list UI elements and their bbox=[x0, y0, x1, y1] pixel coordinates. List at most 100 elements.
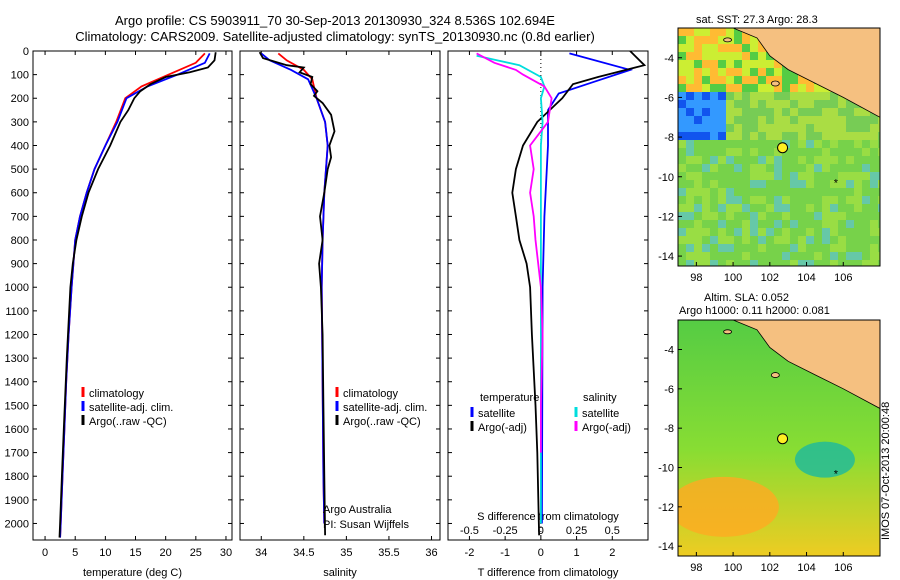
sla-low-anomaly bbox=[794, 441, 855, 478]
sst-cell bbox=[758, 156, 766, 164]
sst-cell bbox=[798, 164, 806, 172]
sst-cell bbox=[862, 228, 870, 236]
sst-cell bbox=[870, 236, 878, 244]
sst-cell bbox=[718, 228, 726, 236]
sst-cell bbox=[798, 236, 806, 244]
sst-cell bbox=[686, 60, 694, 68]
sst-cell bbox=[734, 84, 742, 92]
sst-cell bbox=[854, 164, 862, 172]
sst-cell bbox=[878, 124, 880, 132]
sst-cell bbox=[726, 132, 734, 140]
sst-cell bbox=[742, 180, 750, 188]
sst-cell bbox=[686, 68, 694, 76]
sst-cell bbox=[782, 100, 790, 108]
sst-cell bbox=[726, 44, 734, 52]
map-ytick-label: -8 bbox=[664, 423, 674, 435]
sst-cell bbox=[734, 44, 742, 52]
sst-cell bbox=[750, 180, 758, 188]
sst-cell bbox=[838, 244, 846, 252]
sst-cell bbox=[782, 236, 790, 244]
sst-cell bbox=[678, 220, 686, 228]
sst-cell bbox=[686, 164, 694, 172]
sst-cell bbox=[686, 108, 694, 116]
sst-cell bbox=[790, 260, 798, 266]
sst-cell bbox=[838, 220, 846, 228]
salinity-diff-tick-label: 0.5 bbox=[605, 525, 620, 537]
sst-cell bbox=[878, 260, 880, 266]
island bbox=[770, 372, 780, 378]
sst-cell bbox=[726, 260, 734, 266]
sst-cell bbox=[702, 124, 710, 132]
sst-cell bbox=[758, 52, 766, 60]
sst-cell bbox=[742, 252, 750, 260]
sst-cell bbox=[686, 140, 694, 148]
credit-annotation: Argo Australia bbox=[323, 504, 392, 516]
sst-cell bbox=[678, 204, 686, 212]
depth-tick-label: 1400 bbox=[5, 377, 29, 389]
sst-cell bbox=[694, 44, 702, 52]
sst-cell bbox=[782, 188, 790, 196]
sst-cell bbox=[710, 188, 718, 196]
sst-cell bbox=[686, 84, 694, 92]
sst-cell bbox=[686, 236, 694, 244]
salinity-xtick-label: 34.5 bbox=[293, 547, 314, 559]
sst-cell bbox=[806, 212, 814, 220]
sst-cell bbox=[830, 100, 838, 108]
sst-cell bbox=[790, 76, 798, 84]
sst-cell bbox=[790, 228, 798, 236]
figure-subtitle: Climatology: CARS2009. Satellite-adjuste… bbox=[75, 29, 595, 44]
difference-xtick-label: 2 bbox=[609, 547, 615, 559]
sst-cell bbox=[774, 60, 782, 68]
sst-cell bbox=[766, 156, 774, 164]
sst-cell bbox=[814, 132, 822, 140]
sst-cell bbox=[878, 204, 880, 212]
sst-cell bbox=[846, 148, 854, 156]
sst-cell bbox=[750, 116, 758, 124]
sst-cell bbox=[742, 36, 750, 44]
sst-cell bbox=[846, 116, 854, 124]
depth-tick-label: 1900 bbox=[5, 495, 29, 507]
map-xtick-label: 98 bbox=[690, 562, 702, 574]
sst-cell bbox=[814, 164, 822, 172]
sst-cell bbox=[854, 172, 862, 180]
credit-annotation: PI: Susan Wijffels bbox=[323, 519, 409, 531]
sst-cell bbox=[798, 244, 806, 252]
sst-cell bbox=[830, 236, 838, 244]
sst-cell bbox=[774, 108, 782, 116]
temperature-frame bbox=[32, 50, 233, 541]
depth-tick-label: 100 bbox=[11, 70, 29, 82]
sst-cell bbox=[774, 244, 782, 252]
sst-cell bbox=[854, 220, 862, 228]
sst-cell bbox=[774, 236, 782, 244]
series-line-s-argo-adj- bbox=[476, 52, 553, 453]
sst-cell bbox=[774, 124, 782, 132]
sst-cell bbox=[742, 108, 750, 116]
sst-cell bbox=[854, 116, 862, 124]
sst-cell bbox=[774, 212, 782, 220]
sst-cell bbox=[694, 244, 702, 252]
sst-cell bbox=[718, 156, 726, 164]
sst-cell bbox=[798, 188, 806, 196]
sst-cell bbox=[694, 196, 702, 204]
sst-cell bbox=[838, 124, 846, 132]
sst-cell bbox=[694, 164, 702, 172]
sst-cell bbox=[678, 156, 686, 164]
sst-cell bbox=[734, 156, 742, 164]
salinity-xtick-label: 34 bbox=[255, 547, 267, 559]
sst-cell bbox=[734, 60, 742, 68]
sst-cell bbox=[782, 260, 790, 266]
sst-cell bbox=[678, 100, 686, 108]
sst-cell bbox=[870, 140, 878, 148]
sst-cell bbox=[702, 76, 710, 84]
series-line-argo-raw-qc- bbox=[258, 51, 336, 536]
sst-cell bbox=[830, 116, 838, 124]
sst-cell bbox=[710, 140, 718, 148]
sst-cell bbox=[750, 108, 758, 116]
sst-cell bbox=[878, 236, 880, 244]
sst-cell bbox=[718, 236, 726, 244]
sst-cell bbox=[710, 156, 718, 164]
sst-cell bbox=[806, 84, 814, 92]
island bbox=[723, 329, 732, 335]
sst-cell bbox=[702, 44, 710, 52]
sst-cell bbox=[846, 108, 854, 116]
